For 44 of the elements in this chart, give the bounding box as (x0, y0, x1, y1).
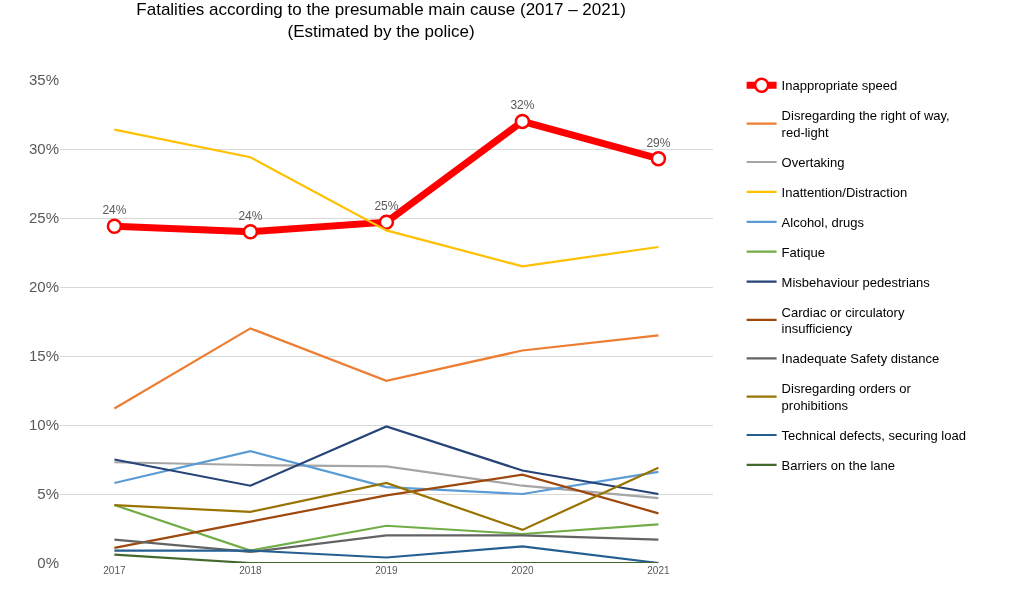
line-series (113, 503, 660, 552)
legend-label: Technical defects, securing load (781, 428, 966, 444)
point (514, 113, 531, 130)
legend-label: Inadequate Safety distance (781, 351, 940, 367)
legend-label: Inappropriate speed (781, 78, 898, 94)
y-tick-label: 25% (28, 209, 59, 227)
point (106, 218, 123, 235)
x-tick-label: 2018 (239, 565, 262, 576)
y-tick-label: 5% (37, 485, 59, 503)
line-series (113, 473, 660, 549)
legend-label: Overtaking (781, 155, 845, 171)
y-tick-label: 20% (28, 278, 59, 296)
legend-label: Cardiac or circulatory insufficiency (781, 304, 905, 337)
line-series (113, 425, 660, 496)
data-label: 24% (102, 203, 127, 218)
line-series (113, 450, 660, 496)
legend-label: Disregarding orders or prohibitions (781, 381, 912, 414)
point (650, 150, 667, 167)
line-series (113, 327, 660, 410)
data-label: 24% (238, 208, 263, 223)
y-tick-label: 10% (28, 416, 59, 434)
legend-label: Misbehaviour pedestrians (781, 274, 931, 290)
legend-label: Inattention/Distraction (781, 184, 908, 200)
legend-label: Disregarding the right of way, red-light (781, 108, 950, 141)
y-tick-label: 0% (37, 554, 59, 572)
point (378, 214, 395, 230)
line-series (113, 466, 660, 531)
legend-label: Fatique (781, 244, 825, 260)
point (242, 224, 259, 240)
x-tick-label: 2021 (647, 565, 670, 576)
y-tick-label: 15% (28, 347, 59, 365)
x-tick-label: 2019 (375, 565, 398, 576)
y-tick-label: 35% (28, 71, 59, 89)
data-label: 29% (646, 135, 671, 150)
line-series (113, 461, 660, 500)
chart-subtitle: (Estimated by the police) (287, 21, 475, 41)
data-label: 25% (374, 199, 399, 214)
x-tick-label: 2020 (511, 565, 534, 576)
data-label: 32% (510, 98, 535, 113)
x-tick-label: 2017 (103, 565, 126, 576)
chart-title: Fatalities according to the presumable main cause (2017 – 2021) (136, 0, 626, 19)
y-tick-label: 30% (28, 140, 59, 158)
legend-label: Alcohol, drugs (781, 214, 865, 230)
legend-label: Barriers on the lane (781, 457, 896, 473)
